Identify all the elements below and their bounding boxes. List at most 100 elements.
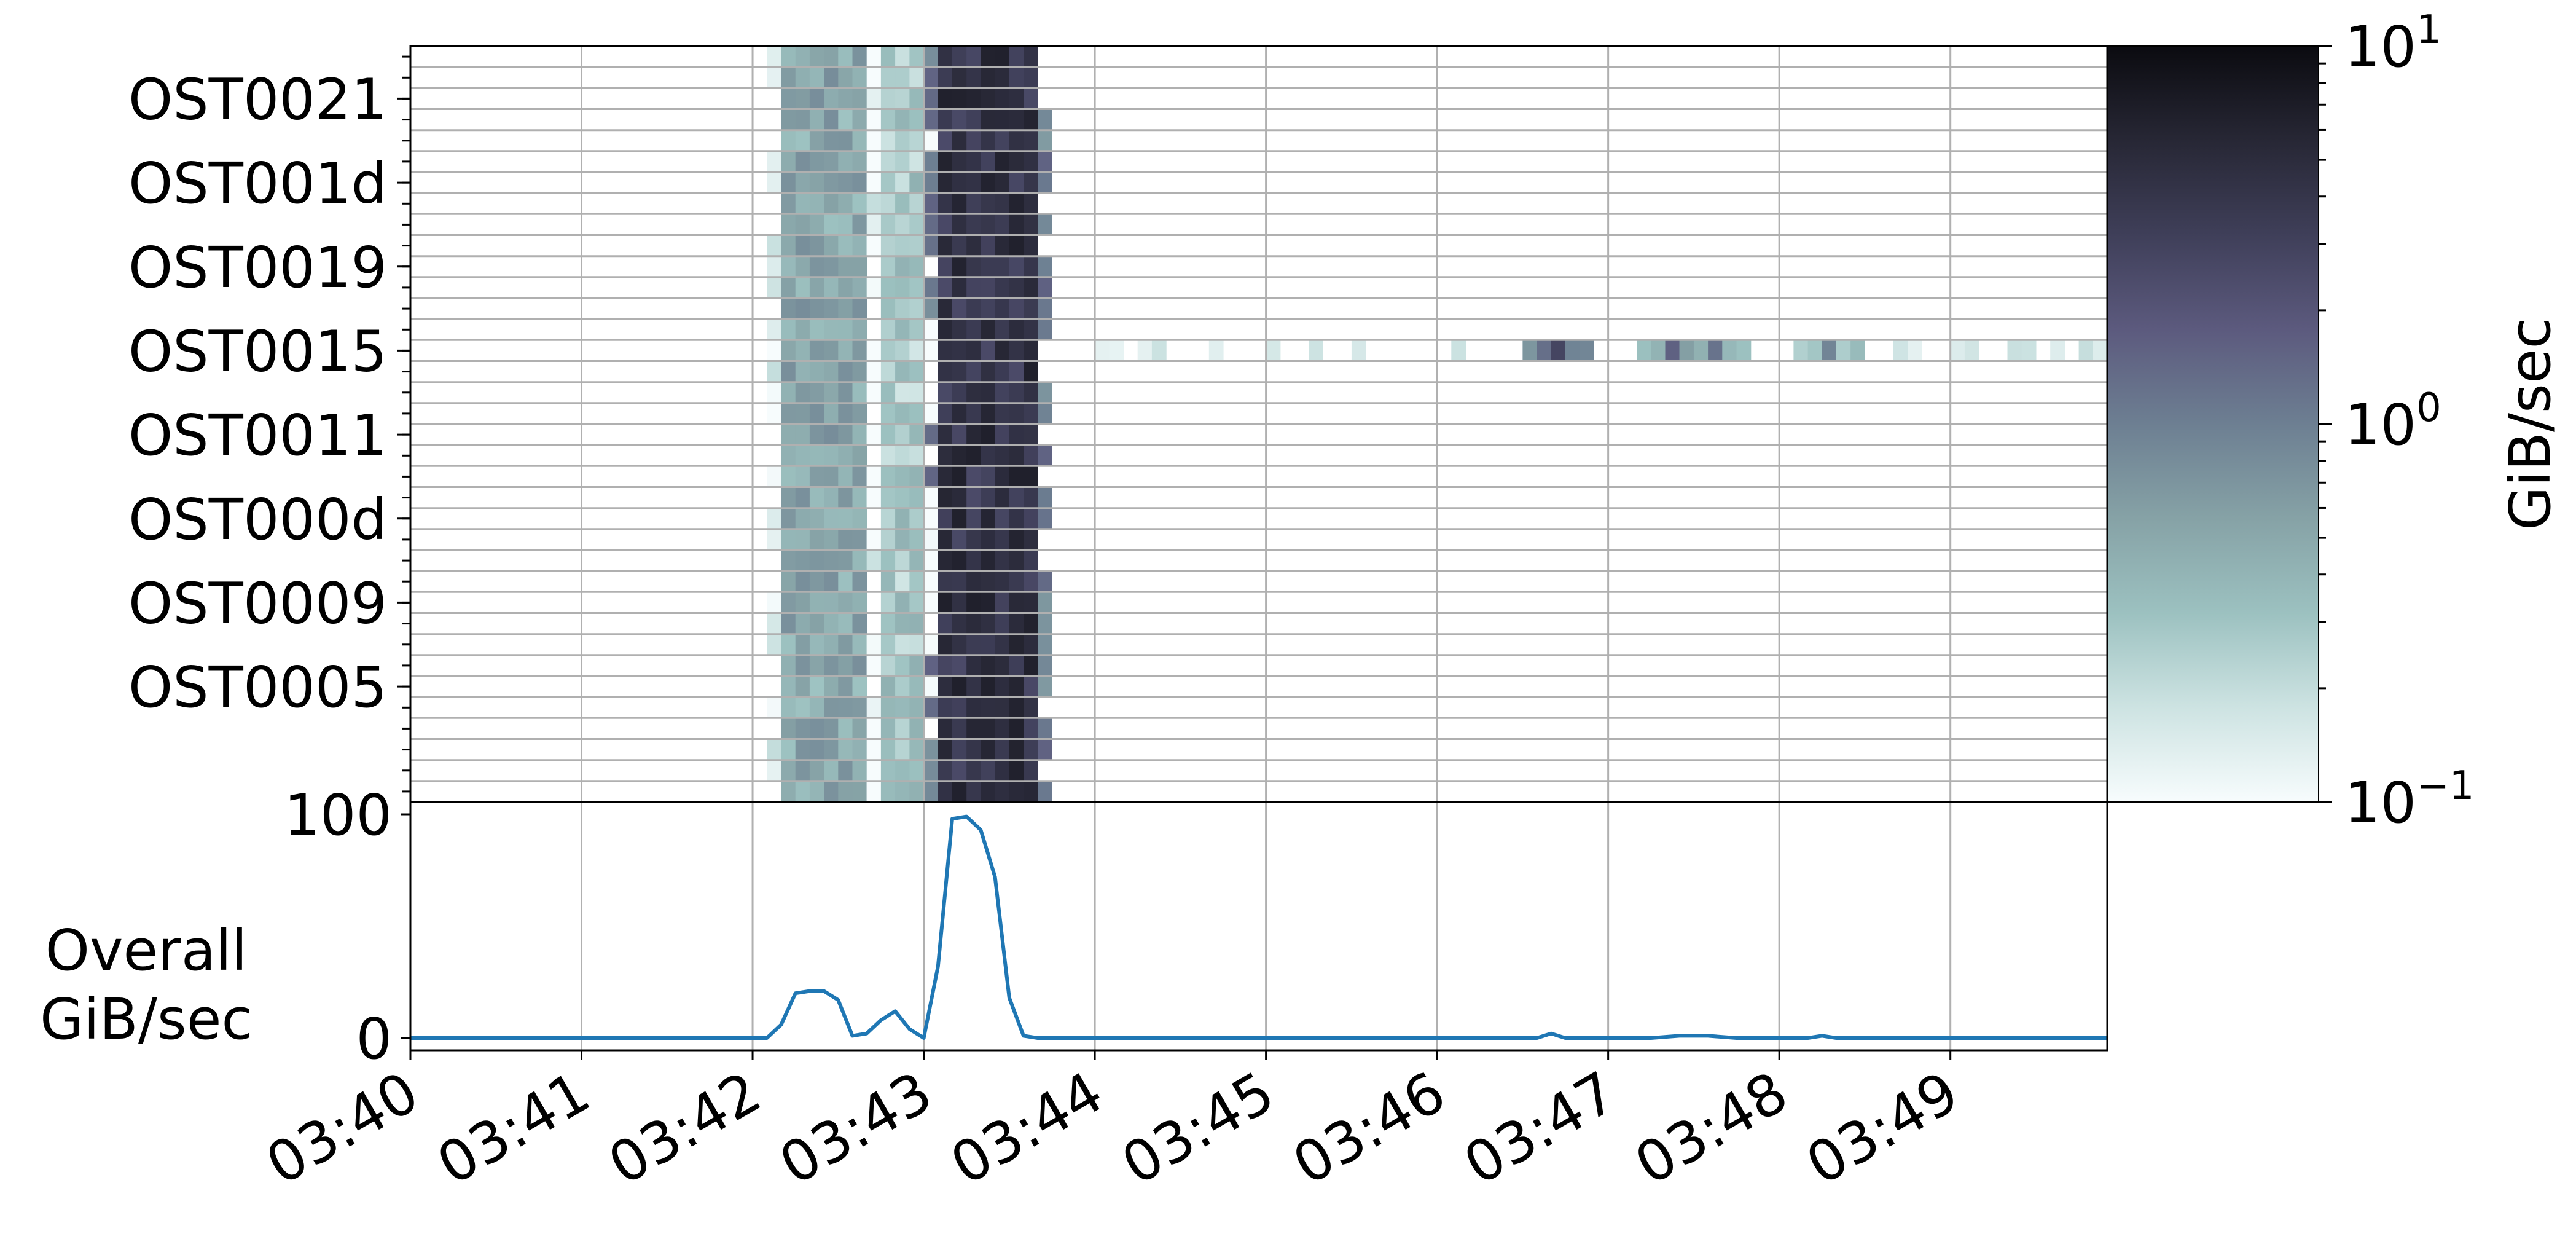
heatmap-cell [995,172,1010,194]
heatmap-cell [923,466,939,487]
heatmap-cell [995,466,1010,487]
heatmap-cell [809,718,824,739]
heatmap-cell [824,88,839,109]
heatmap-cell [1024,739,1038,761]
heatmap-cell [1009,340,1024,361]
heatmap-cell [852,361,867,383]
heatmap-cell [981,298,996,320]
heatmap-cell [938,613,953,635]
heatmap-cell [938,214,953,235]
heatmap-cell [995,151,1010,173]
heatmap-cell [795,571,810,592]
heatmap-cell [1024,529,1038,551]
heatmap-cell [781,697,796,718]
heatmap-cell [781,67,796,88]
heatmap-cell [1009,256,1024,278]
heatmap-cell [781,739,796,761]
heatmap-cell [923,781,939,802]
heatmap-cell [1009,487,1024,509]
heatmap-cell [995,445,1010,466]
line-vertical-grid [581,802,1952,1050]
heatmap-cell [966,298,981,320]
heatmap-cell [966,256,981,278]
heatmap-cell [809,550,824,572]
heatmap-cell [880,277,896,299]
heatmap-cell [952,718,967,739]
heatmap-cell [767,613,782,635]
heatmap-cell [838,235,853,257]
heatmap-cell [1009,193,1024,214]
heatmap-cell [1679,340,1694,361]
heatmap-cell [995,88,1010,109]
heatmap-cell [995,298,1010,320]
heatmap-cell [895,319,910,340]
heatmap-cell [838,193,853,214]
heatmap-cell [1038,781,1052,802]
heatmap-cell [923,298,939,320]
heatmap-cell [767,760,782,782]
heatmap-cell [909,760,925,782]
heatmap-cell [966,760,981,782]
heatmap-cell [852,508,867,530]
heatmap-cell [981,718,996,739]
heatmap-cell [966,781,981,802]
heatmap-cell [866,781,882,802]
x-tick-label: 03:43 [769,1059,942,1197]
heatmap-cell [923,697,939,718]
heatmap-cell [1024,718,1038,739]
heatmap-cell [838,487,853,509]
heatmap-cell [895,634,910,656]
heatmap-cell [795,760,810,782]
heatmap-cell [952,676,967,698]
heatmap-cell [838,403,853,425]
heatmap-cell [838,613,853,635]
heatmap-cell [795,319,810,340]
heatmap-cell [880,193,896,214]
heatmap-cell [1038,382,1052,404]
heatmap-cell [838,382,853,404]
heatmap-cell [824,424,839,446]
heatmap-cell [1038,571,1052,592]
heatmap-cell [909,676,925,698]
heatmap-cell [923,676,939,698]
x-tick-label: 03:47 [1454,1059,1627,1197]
heatmap-cell [880,298,896,320]
heatmap-cell [895,571,910,592]
heatmap-cell [952,529,967,551]
heatmap-cell [795,361,810,383]
x-axis-ticks: 03:4003:4103:4203:4303:4403:4503:4603:47… [256,1050,1970,1198]
heatmap-cell [852,193,867,214]
heatmap-cell [995,382,1010,404]
heatmap-cell [866,361,882,383]
heatmap-cell [938,424,953,446]
heatmap-cell [1009,235,1024,257]
heatmap-cell [895,466,910,487]
heatmap-cell [781,550,796,572]
heatmap-cell [880,697,896,718]
heatmap-cell [909,319,925,340]
heatmap-cell [1565,340,1580,361]
heatmap-cell [1893,340,1908,361]
heatmap-cell [781,88,796,109]
heatmap-cell [880,634,896,656]
heatmap-cell [966,634,981,656]
heatmap-cell [923,235,939,257]
heatmap-cell [838,466,853,487]
heatmap-cell [909,487,925,509]
heatmap-cell [981,214,996,235]
heatmap-cell [795,298,810,320]
heatmap-cell [1009,214,1024,235]
heatmap-cell [981,319,996,340]
heatmap-cell [966,172,981,194]
heatmap-cells [767,46,2107,802]
heatmap-cell [795,634,810,656]
heatmap-cell [838,655,853,677]
heatmap-cell [981,634,996,656]
heatmap-cell [895,529,910,551]
heatmap-cell [952,613,967,635]
heatmap-cell [909,613,925,635]
heatmap-cell [1024,151,1038,173]
heatmap-cell [1024,193,1038,214]
heatmap-cell [866,718,882,739]
heatmap-cell [938,739,953,761]
